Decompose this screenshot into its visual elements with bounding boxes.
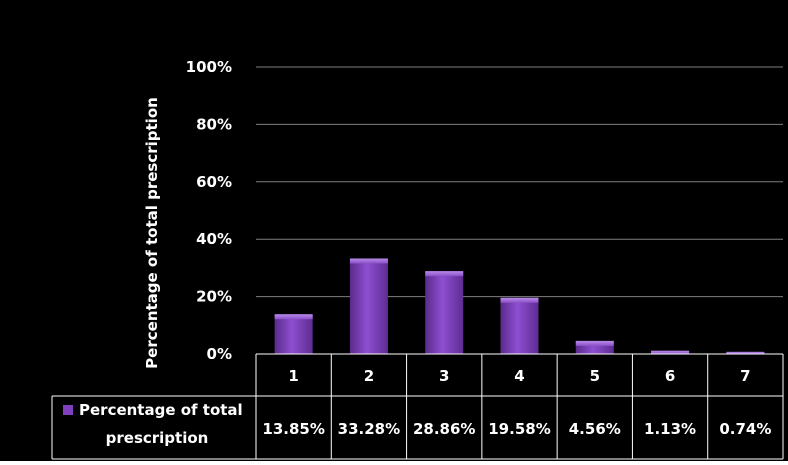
data-label: 13.85% <box>262 420 324 438</box>
legend-label-line2: prescription <box>106 429 209 447</box>
x-tick-label: 6 <box>665 367 675 385</box>
bar <box>274 314 313 354</box>
bar <box>425 271 464 354</box>
y-tick-label: 40% <box>196 230 232 248</box>
bar-cap <box>651 350 690 354</box>
bar <box>500 297 539 354</box>
bar-cap <box>500 297 539 303</box>
y-tick-label: 80% <box>196 115 232 133</box>
data-label: 19.58% <box>488 420 550 438</box>
legend: Percentage of total prescription <box>63 401 243 447</box>
y-tick-label: 60% <box>196 173 232 191</box>
bar-cap <box>575 340 614 346</box>
data-label: 0.74% <box>719 420 771 438</box>
y-axis-title: Percentage of total prescription <box>143 97 161 369</box>
gridlines <box>256 66 783 298</box>
bars <box>274 258 765 354</box>
bar-cap <box>726 351 765 354</box>
legend-key <box>63 405 73 415</box>
x-tick-label: 1 <box>288 367 298 385</box>
y-tick-label: 20% <box>196 288 232 306</box>
data-table: 1 13.85% 2 33.28% 3 28.86% 4 19.58% 5 4.56% 6 1.13%… <box>51 353 784 460</box>
x-tick-label: 4 <box>514 367 524 385</box>
data-label: 28.86% <box>413 420 475 438</box>
data-label: 1.13% <box>644 420 696 438</box>
legend-label-line1: Percentage of total <box>79 401 243 419</box>
bar-cap <box>425 271 464 277</box>
data-label: 33.28% <box>338 420 400 438</box>
y-tick-labels: 0% 20% 40% 60% 80% 100% <box>186 58 232 363</box>
y-tick-label: 0% <box>207 345 232 363</box>
data-label: 4.56% <box>569 420 621 438</box>
x-tick-label: 5 <box>590 367 600 385</box>
x-tick-label: 3 <box>439 367 449 385</box>
x-tick-label: 2 <box>364 367 374 385</box>
y-tick-label: 100% <box>186 58 232 76</box>
bar <box>349 258 388 354</box>
bar-cap <box>349 258 388 264</box>
bar-cap <box>274 314 313 320</box>
x-tick-label: 7 <box>740 367 750 385</box>
